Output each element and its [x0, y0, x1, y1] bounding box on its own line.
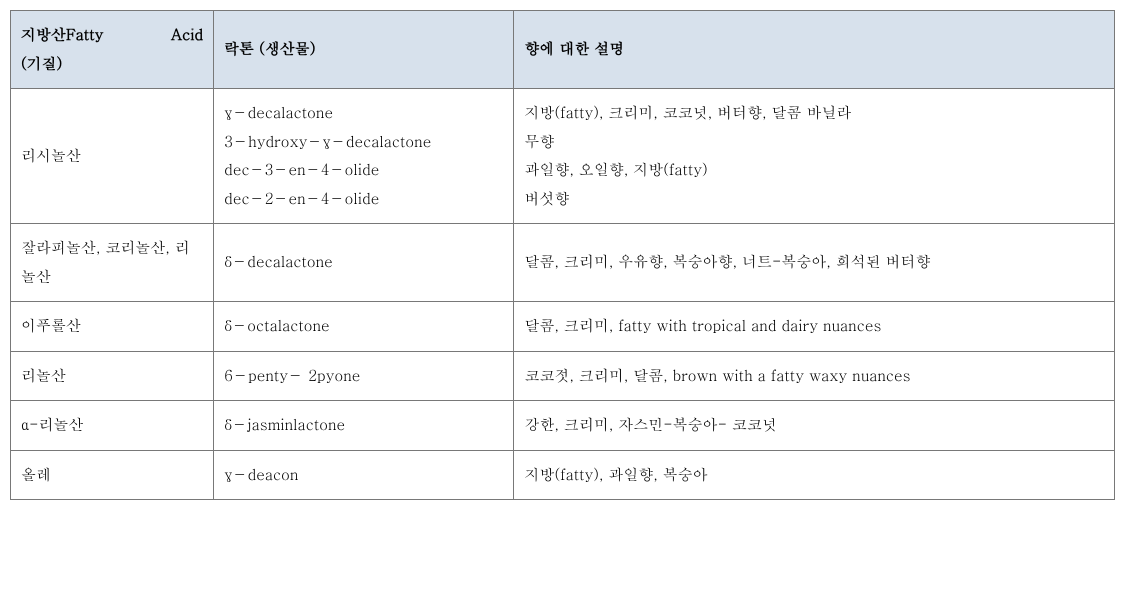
header-substrate-line1: 지방산Fatty Acid [21, 21, 203, 50]
cell-lactone: δ－octalactone [214, 302, 514, 352]
header-substrate: 지방산Fatty Acid (기질) [11, 11, 214, 89]
table-body: 리시놀산 γ－decalactone 3－hydroxy－γ－decalacto… [11, 89, 1115, 500]
table-header: 지방산Fatty Acid (기질) 락톤 (생산물) 향에 대한 설명 [11, 11, 1115, 89]
header-row: 지방산Fatty Acid (기질) 락톤 (생산물) 향에 대한 설명 [11, 11, 1115, 89]
cell-substrate: 이푸롤산 [11, 302, 214, 352]
cell-lactone: δ－jasminlactone [214, 401, 514, 451]
cell-description: 지방(fatty), 크리미, 코코넛, 버터향, 달콤 바닐라 무향 과일향,… [514, 89, 1115, 224]
cell-description: 지방(fatty), 과일향, 복숭아 [514, 450, 1115, 500]
table-row: 이푸롤산 δ－octalactone 달콤, 크리미, fatty with t… [11, 302, 1115, 352]
header-description: 향에 대한 설명 [514, 11, 1115, 89]
cell-lactone: δ－decalactone [214, 224, 514, 302]
cell-description: 달콤, 크리미, 우유향, 복숭아향, 너트-복숭아, 희석된 버터향 [514, 224, 1115, 302]
cell-substrate: 리시놀산 [11, 89, 214, 224]
fatty-acid-table: 지방산Fatty Acid (기질) 락톤 (생산물) 향에 대한 설명 리시놀… [10, 10, 1115, 500]
cell-substrate: 리놀산 [11, 351, 214, 401]
table-row: 리시놀산 γ－decalactone 3－hydroxy－γ－decalacto… [11, 89, 1115, 224]
table-row: 잘라피놀산, 코리놀산, 리놀산 δ－decalactone 달콤, 크리미, … [11, 224, 1115, 302]
header-substrate-line2: (기질) [21, 50, 203, 79]
cell-description: 코코젓, 크리미, 달콤, brown with a fatty waxy nu… [514, 351, 1115, 401]
cell-substrate: 올레 [11, 450, 214, 500]
cell-substrate: 잘라피놀산, 코리놀산, 리놀산 [11, 224, 214, 302]
cell-lactone: γ－decalactone 3－hydroxy－γ－decalactone de… [214, 89, 514, 224]
cell-lactone: γ－deacon [214, 450, 514, 500]
table-row: 올레 γ－deacon 지방(fatty), 과일향, 복숭아 [11, 450, 1115, 500]
cell-substrate: α-리놀산 [11, 401, 214, 451]
table-row: α-리놀산 δ－jasminlactone 강한, 크리미, 자스민-복숭아- … [11, 401, 1115, 451]
header-lactone: 락톤 (생산물) [214, 11, 514, 89]
table-row: 리놀산 6－penty－ 2pyone 코코젓, 크리미, 달콤, brown … [11, 351, 1115, 401]
cell-lactone: 6－penty－ 2pyone [214, 351, 514, 401]
cell-description: 강한, 크리미, 자스민-복숭아- 코코넛 [514, 401, 1115, 451]
cell-description: 달콤, 크리미, fatty with tropical and dairy n… [514, 302, 1115, 352]
